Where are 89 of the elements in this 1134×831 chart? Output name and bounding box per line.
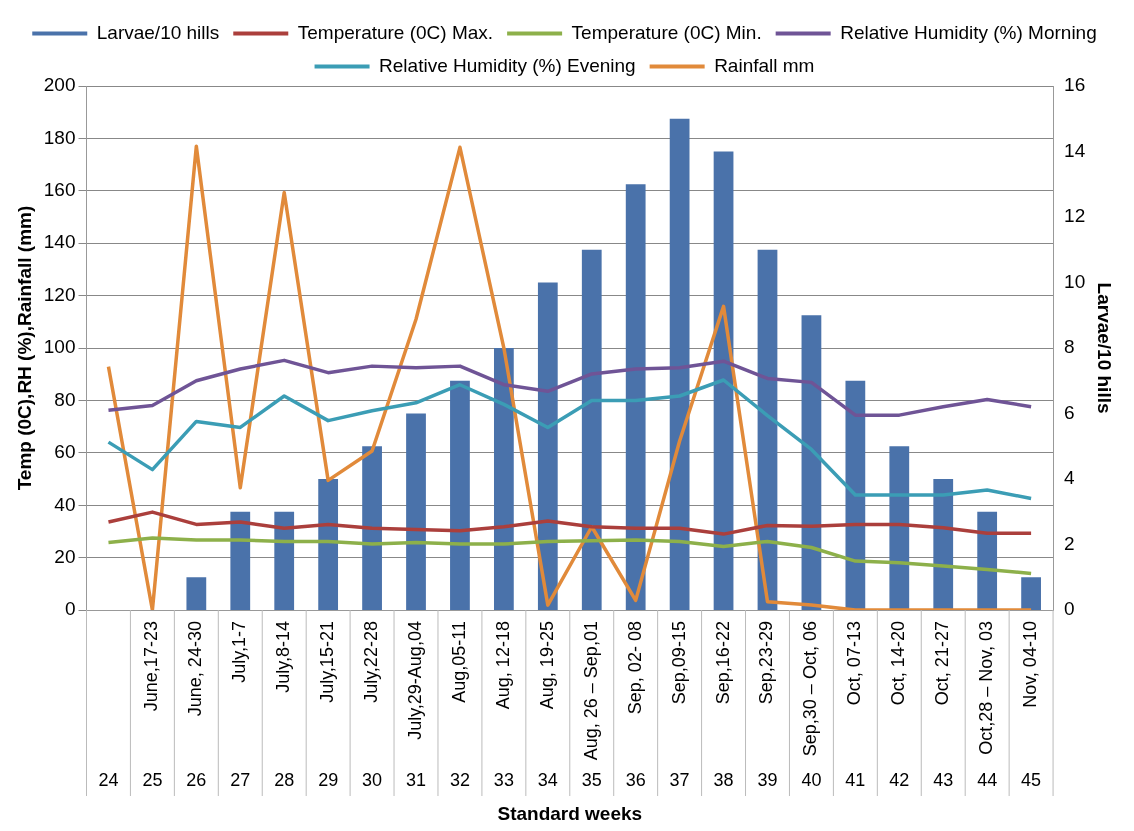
y2-tick-label: 8: [1064, 336, 1075, 358]
x-tick-label: July,22-28: [361, 621, 382, 703]
bar: [581, 249, 602, 611]
bar: [362, 446, 382, 611]
text: 42: [889, 769, 910, 790]
y2-tick-label: 4: [1064, 467, 1076, 489]
legend-label: Temperature (0C) Min.: [571, 21, 762, 43]
bar: [801, 315, 822, 611]
bar: [406, 413, 426, 611]
text: 35: [581, 769, 602, 790]
y2-tick-label: 14: [1064, 139, 1086, 161]
bar: [625, 184, 646, 611]
x-axis-title: Standard weeks: [497, 802, 643, 824]
y2-axis-title: Larvae/10 hills: [1094, 282, 1116, 414]
x-tick-label: Sep, 02- 08: [624, 621, 645, 715]
y-tick-label: 40: [54, 493, 76, 515]
bar: [889, 446, 910, 611]
x-tick-label: Sep,30 – Oct, 06: [800, 621, 821, 757]
y-tick-label: 20: [54, 545, 76, 567]
text: 38: [713, 769, 734, 790]
legend-label: Temperature (0C) Max.: [297, 21, 494, 43]
y-tick-label: 120: [43, 283, 76, 305]
x-tick-label: Oct, 07-13: [844, 621, 865, 706]
x-tick-label: Oct, 14-20: [888, 621, 909, 706]
text: 39: [757, 769, 778, 790]
x-tick-label: Sep,09-15: [668, 621, 689, 705]
y2-tick-label: 2: [1064, 532, 1075, 554]
x-tick-label: July,8-14: [273, 621, 294, 693]
bar: [230, 511, 251, 611]
x-tick-label: Aug,05-11: [448, 621, 469, 703]
bar: [186, 577, 207, 611]
y2-tick-label: 16: [1064, 74, 1086, 96]
legend-label: Rainfall mm: [714, 54, 815, 76]
y-axis-title: Temp (0C),RH (%),Rainfall (mm): [13, 205, 35, 491]
y-tick-label: 200: [43, 74, 76, 96]
x-tick-label: Nov, 04-10: [1020, 621, 1041, 708]
bar: [450, 380, 470, 611]
x-tick-label: Oct, 21-27: [932, 621, 953, 706]
y2-tick-label: 10: [1064, 270, 1086, 292]
y-tick-label: 60: [54, 441, 76, 463]
text: 37: [669, 769, 690, 790]
bar: [537, 282, 558, 611]
text: 24: [98, 769, 119, 790]
x-tick-label: Aug, 19-25: [536, 621, 557, 710]
x-tick-label: Oct,28 – Nov, 03: [976, 621, 997, 755]
x-tick-label: July,1-7: [229, 621, 250, 683]
text: 36: [625, 769, 646, 790]
bar: [845, 380, 866, 611]
bar: [318, 479, 339, 611]
x-tick-label: Aug, 12-18: [492, 621, 513, 710]
y-tick-label: 100: [43, 336, 76, 358]
y-tick-label: 140: [43, 231, 76, 253]
text: 40: [801, 769, 822, 790]
y2-tick-label: 6: [1064, 401, 1075, 423]
x-tick-label: June,17-23: [141, 621, 162, 712]
bar: [274, 511, 295, 611]
text: 32: [449, 769, 470, 790]
text: 31: [406, 769, 427, 790]
y-tick-label: 80: [54, 388, 76, 410]
bar: [669, 118, 690, 611]
bar: [494, 348, 514, 611]
x-tick-label: Aug, 26 – Sep,01: [580, 621, 601, 761]
y2-tick-label: 12: [1064, 205, 1086, 227]
legend-label: Relative Humidity (%) Evening: [379, 54, 636, 76]
text: 45: [1021, 769, 1042, 790]
x-tick-label: Sep,23-29: [756, 621, 777, 705]
text: 44: [977, 769, 998, 790]
bar: [977, 511, 998, 611]
text: 34: [537, 769, 558, 790]
bar: [1021, 577, 1041, 611]
y-tick-label: 160: [43, 179, 76, 201]
y-tick-label: 180: [43, 126, 76, 148]
text: 27: [230, 769, 251, 790]
legend-label: Relative Humidity (%) Morning: [840, 21, 1097, 43]
text: 25: [142, 769, 163, 790]
text: 43: [933, 769, 954, 790]
text: 28: [274, 769, 295, 790]
y-tick-label: 0: [64, 598, 76, 620]
x-tick-label: Sep,16-22: [712, 621, 733, 705]
text: 26: [186, 769, 207, 790]
legend-label: Larvae/10 hills: [96, 21, 220, 43]
y2-tick-label: 0: [1064, 598, 1075, 620]
x-tick-label: July,15-21: [317, 621, 338, 703]
text: 29: [318, 769, 339, 790]
text: 30: [362, 769, 383, 790]
x-tick-label: July,29-Aug,04: [404, 621, 425, 740]
text: 41: [845, 769, 866, 790]
x-tick-label: June, 24-30: [185, 621, 206, 717]
text: 33: [493, 769, 514, 790]
